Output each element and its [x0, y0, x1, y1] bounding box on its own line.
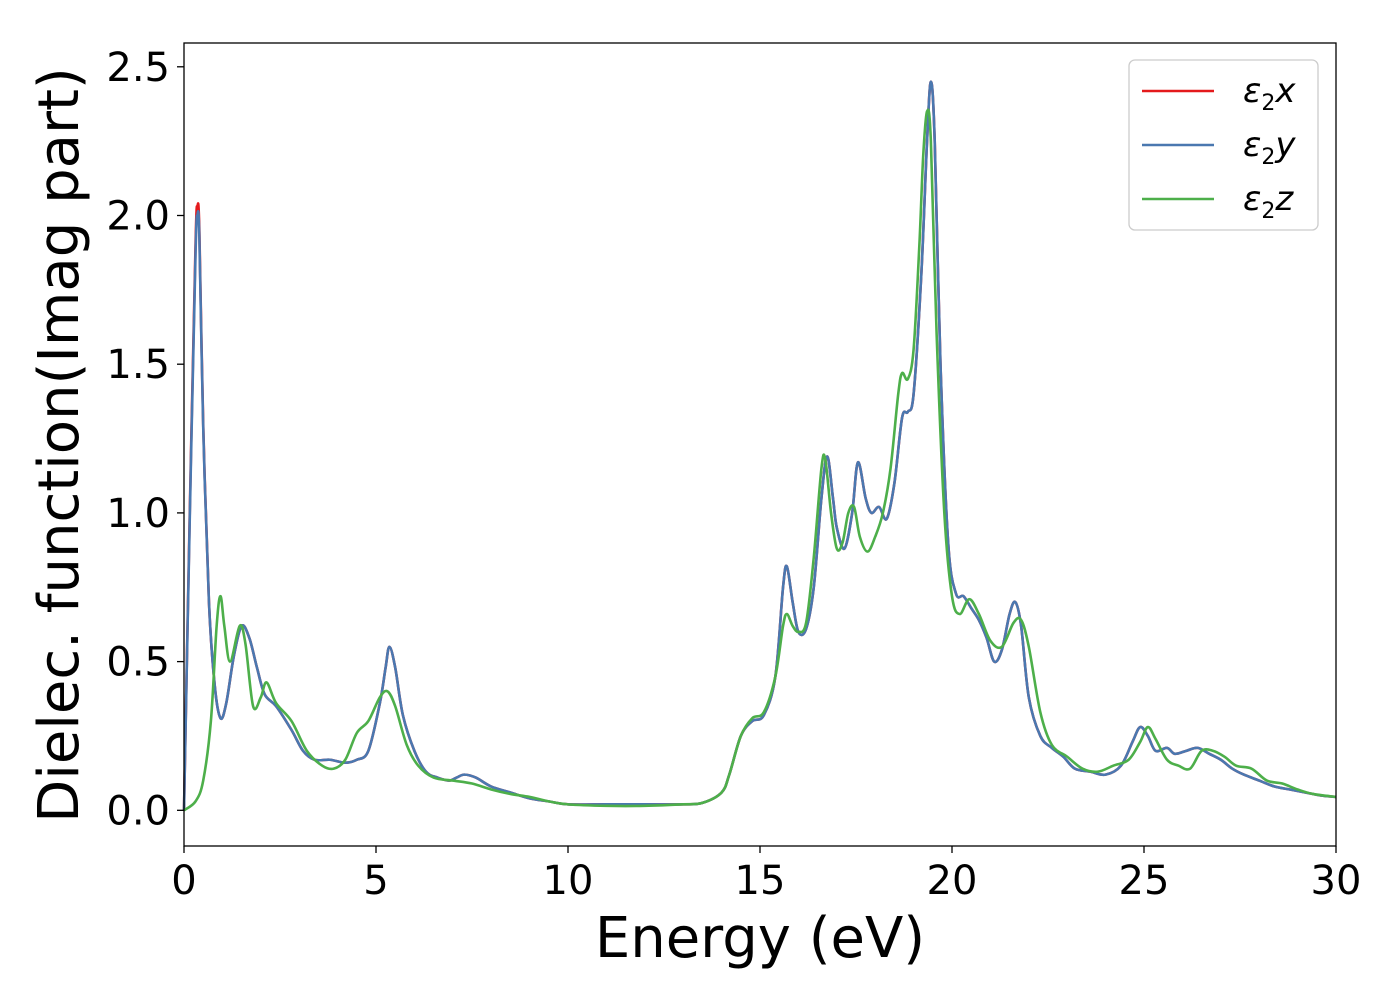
- series-line-z: [183, 108, 1337, 812]
- legend: ε2x ε2y ε2z: [1128, 59, 1319, 231]
- y-tick-label: 0.0: [106, 788, 170, 834]
- legend-label-y: ε2y: [1243, 125, 1296, 170]
- y-tick-label: 0.5: [106, 640, 170, 686]
- x-tick-label: 30: [1311, 858, 1362, 904]
- x-axis-title: Energy (eV): [595, 906, 925, 971]
- x-tick-label: 25: [1119, 858, 1170, 904]
- y-tick-label: 2.0: [106, 193, 170, 239]
- legend-label-z: ε2z: [1243, 179, 1294, 224]
- series-layer: [182, 80, 1337, 812]
- x-tick-label: 5: [363, 858, 388, 904]
- x-tick-label: 15: [735, 858, 786, 904]
- y-tick-label: 1.0: [106, 491, 170, 537]
- x-tick-label: 0: [171, 858, 196, 904]
- y-tick-label: 2.5: [106, 45, 170, 91]
- legend-box: [1128, 59, 1319, 231]
- x-tick-label: 10: [543, 858, 594, 904]
- y-axis: 0.0 0.5 1.0 1.5 2.0 2.5: [106, 45, 184, 834]
- x-tick-label: 20: [927, 858, 978, 904]
- x-axis: 0 5 10 15 20 25 30: [171, 846, 1361, 904]
- legend-label-x: ε2x: [1243, 71, 1296, 116]
- y-tick-label: 1.5: [106, 342, 170, 388]
- y-axis-title: Dielec. function(Imag part): [27, 67, 92, 823]
